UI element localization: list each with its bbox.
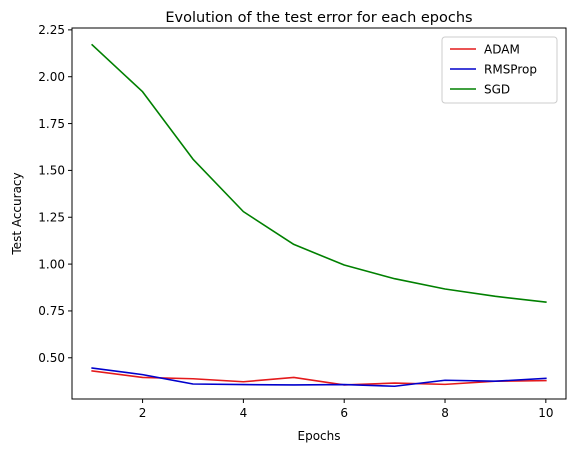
series-line-rmsprop [91, 367, 547, 388]
legend-label-sgd: SGD [484, 82, 510, 96]
series-line-sgd [91, 43, 547, 304]
y-tick-label: 1.50 [38, 164, 65, 178]
legend-label-rmsprop: RMSProp [484, 62, 537, 76]
y-tick-label: 0.75 [38, 304, 65, 318]
y-tick-label: 2.00 [38, 70, 65, 84]
y-axis: 0.50 0.75 1.00 1.25 1.50 1.75 2.00 2.25 [38, 23, 72, 365]
plot-lines [91, 43, 547, 388]
plot-frame [71, 27, 567, 400]
y-tick-label: 2.25 [38, 23, 65, 37]
y-tick-label: 1.25 [38, 211, 65, 225]
legend-label-adam: ADAM [484, 42, 520, 56]
y-tick-label: 0.50 [38, 351, 65, 365]
chart-title: Evolution of the test error for each epo… [165, 10, 472, 26]
y-axis-label: Test Accuracy [10, 172, 24, 255]
x-tick-label: 8 [441, 406, 449, 420]
x-axis-label: Epochs [298, 429, 341, 443]
y-tick-label: 1.00 [38, 257, 65, 271]
series-line-adam [91, 369, 547, 386]
x-tick-label: 4 [240, 406, 248, 420]
x-tick-label: 6 [340, 406, 348, 420]
legend: ADAM RMSProp SGD [441, 36, 558, 104]
x-axis: 2 4 6 8 10 [139, 399, 553, 420]
x-tick-label: 2 [139, 406, 147, 420]
y-tick-label: 1.75 [38, 117, 65, 131]
x-tick-label: 10 [538, 406, 553, 420]
legend-box [441, 36, 558, 104]
